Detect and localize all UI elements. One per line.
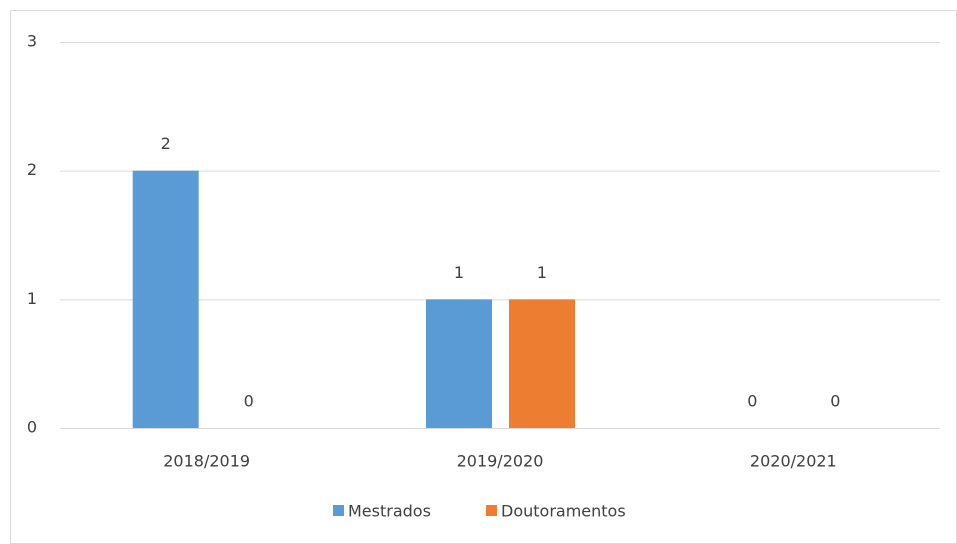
data-label: 1	[454, 263, 464, 282]
data-label: 0	[830, 392, 840, 411]
x-tick-label: 2019/2020	[457, 452, 544, 471]
data-label: 2	[161, 134, 171, 153]
y-tick-label: 2	[27, 160, 37, 179]
legend-label: Doutoramentos	[501, 502, 626, 521]
bar	[509, 299, 575, 428]
data-label: 0	[747, 392, 757, 411]
legend-swatch	[486, 505, 497, 516]
x-tick-label: 2020/2021	[750, 452, 837, 471]
data-label: 0	[244, 392, 254, 411]
y-tick-label: 0	[27, 418, 37, 437]
bar	[426, 299, 492, 428]
data-label: 1	[537, 263, 547, 282]
y-tick-label: 3	[27, 32, 37, 51]
legend-swatch	[333, 505, 344, 516]
legend-label: Mestrados	[348, 502, 431, 521]
bar	[132, 170, 199, 428]
y-tick-label: 1	[27, 289, 37, 308]
x-tick-label: 2018/2019	[163, 452, 250, 471]
